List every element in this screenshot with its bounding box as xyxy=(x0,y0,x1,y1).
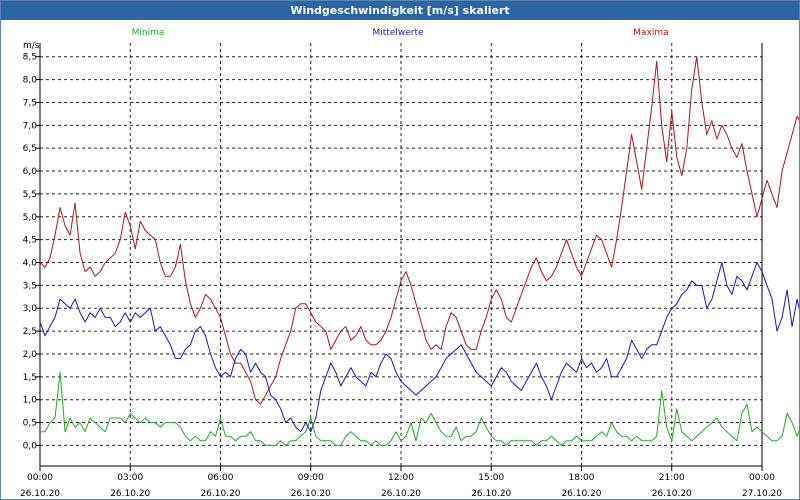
x-tick-date-label: 26.10.20 xyxy=(381,489,421,499)
y-tick-label: 7,5 xyxy=(23,98,37,108)
x-tick-time-label: 12:00 xyxy=(388,473,414,483)
legend-entry-maxima: Maxima xyxy=(633,28,668,38)
x-tick-time-label: 03:00 xyxy=(117,473,143,483)
y-tick-label: 3,5 xyxy=(23,281,37,291)
x-tick-date-label: 27.10.20 xyxy=(742,489,782,499)
y-tick-label: 2,0 xyxy=(23,350,38,360)
x-tick-time-label: 09:00 xyxy=(298,473,324,483)
x-tick-date-label: 26.10.20 xyxy=(561,489,601,499)
y-tick-label: 2,5 xyxy=(23,327,37,337)
series-line-mittelwerte xyxy=(39,262,799,433)
y-tick-label: 8,0 xyxy=(23,76,38,86)
y-tick-label: 5,0 xyxy=(23,213,38,223)
y-tick-label: 1,5 xyxy=(23,373,37,383)
y-unit-label: m/s xyxy=(23,41,40,51)
x-tick-time-label: 00:00 xyxy=(749,473,775,483)
x-tick-date-label: 26.10.20 xyxy=(110,489,150,499)
x-tick-date-label: 26.10.20 xyxy=(471,489,511,499)
x-tick-date-label: 26.10.20 xyxy=(652,489,692,499)
x-tick-time-label: 15:00 xyxy=(478,473,504,483)
x-tick-time-label: 18:00 xyxy=(569,473,595,483)
chart-background xyxy=(1,21,799,499)
x-tick-date-label: 26.10.20 xyxy=(200,489,240,499)
wind-speed-chart: 0,0 0,5 1,0 1,5 2,0 2,5 3,0 3,5 4,0 4,5 5,0 5,5 6,0 6… xyxy=(1,21,799,499)
y-tick-label: 3,0 xyxy=(23,304,38,314)
y-tick-label: 6,0 xyxy=(23,167,38,177)
x-tick-date-label: 26.10.20 xyxy=(20,489,60,499)
y-tick-label: 7,0 xyxy=(23,121,38,131)
x-tick-time-label: 00:00 xyxy=(27,473,53,483)
y-tick-label: 8,5 xyxy=(23,53,37,63)
series-line-maxima xyxy=(39,56,799,405)
x-tick-time-label: 21:00 xyxy=(659,473,685,483)
y-tick-label: 1,0 xyxy=(23,396,38,406)
y-tick-label: 5,5 xyxy=(23,190,37,200)
legend-entry-mittelwerte: Mittelwerte xyxy=(372,28,423,38)
series-line-minima xyxy=(40,371,799,446)
legend-entry-minima: Minima xyxy=(132,28,165,38)
y-tick-label: 4,0 xyxy=(23,259,38,269)
y-tick-label: 4,5 xyxy=(23,236,37,246)
y-tick-label: 0,0 xyxy=(23,441,38,451)
chart-title: Windgeschwindigkeit [m/s] skaliert xyxy=(1,1,799,20)
legend: Minima Mittelwerte Maxima xyxy=(132,28,669,38)
series-layer xyxy=(39,56,799,446)
y-tick-label: 6,5 xyxy=(23,144,37,154)
x-tick-date-label: 26.10.20 xyxy=(291,489,331,499)
x-tick-time-label: 06:00 xyxy=(208,473,234,483)
axes: 0,0 0,5 1,0 1,5 2,0 2,5 3,0 3,5 4,0 4,5 5,0 5,5 6,0 6… xyxy=(20,43,782,499)
y-tick-label: 0,5 xyxy=(23,419,37,429)
